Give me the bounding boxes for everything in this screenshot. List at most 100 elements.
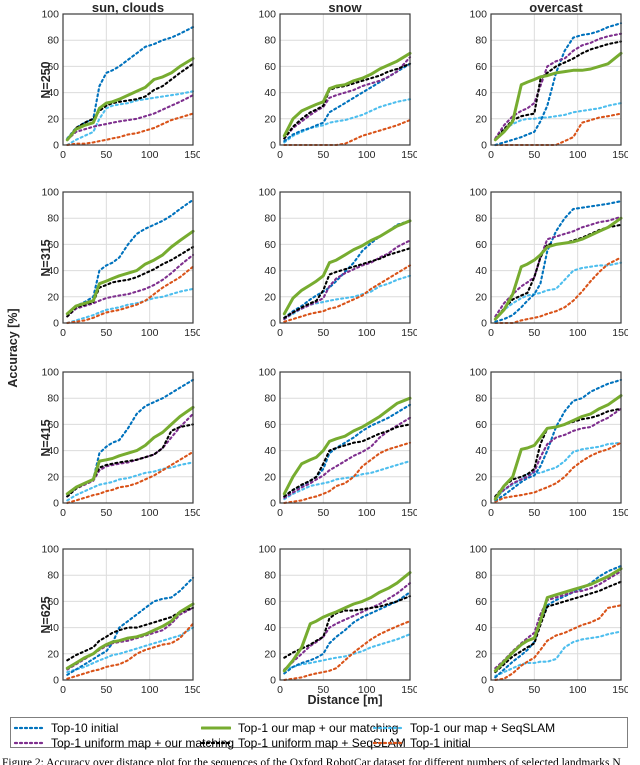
- x-tick-label: 100: [569, 507, 587, 519]
- series-line-top1_uniform_our: [283, 416, 412, 499]
- x-tick-label: 50: [317, 684, 329, 696]
- y-tick-label: 0: [270, 675, 276, 687]
- x-tick-label: 0: [488, 684, 494, 696]
- x-tick-label: 150: [401, 149, 417, 161]
- legend-label: Top-10 initial: [51, 720, 119, 735]
- subplot-N=250-sun, clouds: 0 20 40 60 80 100 0 50 100 150: [41, 9, 200, 161]
- x-tick-label: 100: [569, 149, 587, 161]
- series-line-top1_uniform_our: [283, 56, 412, 140]
- x-tick-label: 0: [277, 684, 283, 696]
- y-tick-label: 40: [475, 265, 487, 277]
- y-tick-label: 60: [47, 419, 59, 431]
- axes-box: [490, 371, 622, 504]
- axes-box: [279, 371, 411, 504]
- y-tick-label: 0: [270, 318, 276, 330]
- series-line-top10_initial: [283, 591, 412, 675]
- legend-marker-top1_our_our: [201, 726, 231, 729]
- x-tick-label: 50: [317, 507, 329, 519]
- x-tick-label: 150: [184, 507, 200, 519]
- series-line-top1_our_our: [65, 229, 195, 316]
- y-tick-label: 80: [475, 570, 487, 582]
- y-tick-label: 100: [258, 544, 276, 556]
- series-line-top1_uniform_seq: [66, 62, 195, 141]
- series-line-top1_our_our: [282, 396, 412, 496]
- series-line-top1_initial: [66, 622, 195, 680]
- legend-entry-top1_initial: Top-1 initial: [373, 735, 471, 750]
- y-tick-label: 0: [270, 498, 276, 510]
- series-line-top1_uniform_our: [283, 239, 412, 321]
- y-tick-label: 40: [475, 87, 487, 99]
- y-tick-label: 0: [53, 318, 59, 330]
- legend-entry-top10_initial: Top-10 initial: [14, 720, 119, 735]
- x-tick-label: 100: [358, 507, 376, 519]
- legend-entry-top1_our_our: Top-1 our map + our matching: [201, 720, 399, 735]
- series-line-top1_our_seq: [494, 102, 623, 141]
- series-line-top1_our_seq: [66, 626, 195, 674]
- x-tick-label: 100: [141, 684, 159, 696]
- series-line-top10_initial: [283, 219, 412, 319]
- series-line-top1_initial: [283, 264, 412, 323]
- x-axis-label: Distance [m]: [307, 693, 383, 707]
- column-title: snow: [328, 0, 362, 15]
- x-tick-label: 50: [528, 684, 540, 696]
- subplot-N=625-snow: 0 20 40 60 80 100 0 50 100 150: [258, 544, 417, 696]
- y-tick-label: 80: [47, 35, 59, 47]
- x-tick-label: 0: [60, 149, 66, 161]
- y-tick-label: 100: [258, 9, 276, 21]
- x-tick-label: 100: [141, 327, 159, 339]
- y-tick-label: 0: [270, 140, 276, 152]
- series-line-top1_our_our: [282, 219, 412, 316]
- x-tick-label: 0: [60, 327, 66, 339]
- y-tick-label: 60: [475, 596, 487, 608]
- series-line-top1_uniform_seq: [66, 606, 195, 662]
- x-tick-label: 50: [100, 684, 112, 696]
- x-tick-label: 0: [488, 507, 494, 519]
- axes-box: [62, 13, 194, 146]
- y-tick-label: 40: [264, 622, 276, 634]
- series-line-top1_uniform_our: [283, 582, 412, 671]
- y-tick-label: 20: [264, 113, 276, 125]
- axes-box: [62, 548, 194, 681]
- x-tick-label: 0: [277, 149, 283, 161]
- y-tick-label: 100: [469, 367, 487, 379]
- legend-entry-top1_uniform_seq: Top-1 uniform map + SeqSLAM: [201, 736, 406, 750]
- legend-marker-top1_initial: [373, 741, 403, 744]
- series-line-top1_our_our: [493, 51, 623, 142]
- series-line-top1_our_our: [65, 57, 195, 142]
- legend-label: Top-1 initial: [410, 735, 471, 750]
- series-line-top1_uniform_our: [494, 32, 623, 140]
- series-line-top1_our_seq: [66, 90, 195, 147]
- y-tick-label: 60: [264, 239, 276, 251]
- series-line-top1_our_our: [493, 394, 623, 501]
- x-tick-label: 100: [358, 684, 376, 696]
- legend-marker-top10_initial: [14, 726, 44, 729]
- series-line-top1_uniform_seq: [283, 595, 412, 659]
- y-tick-label: 80: [264, 393, 276, 405]
- series-line-top10_initial: [66, 378, 195, 498]
- y-tick-label: 20: [47, 471, 59, 483]
- series-line-top1_uniform_seq: [494, 223, 623, 321]
- y-tick-label: 20: [475, 648, 487, 660]
- y-tick-label: 100: [469, 544, 487, 556]
- x-tick-label: 50: [100, 327, 112, 339]
- series-line-top1_our_seq: [494, 261, 623, 321]
- y-tick-label: 100: [41, 9, 59, 21]
- legend-label: Top-1 our map + our matching: [238, 720, 399, 735]
- series-line-top1_initial: [283, 441, 412, 505]
- series-line-top1_initial: [494, 256, 623, 325]
- y-tick-label: 40: [47, 445, 59, 457]
- legend-label: Top-1 our map + SeqSLAM: [410, 720, 556, 735]
- y-tick-label: 100: [41, 367, 59, 379]
- y-tick-label: 80: [475, 35, 487, 47]
- y-tick-label: 40: [475, 445, 487, 457]
- y-tick-label: 80: [475, 213, 487, 225]
- x-tick-label: 0: [277, 507, 283, 519]
- series-line-top1_uniform_seq: [283, 423, 412, 498]
- column-title: overcast: [529, 0, 583, 15]
- y-tick-label: 100: [41, 187, 59, 199]
- y-tick-label: 80: [264, 213, 276, 225]
- y-tick-label: 20: [475, 471, 487, 483]
- axes-box: [490, 13, 622, 146]
- subplot-N=315-sun, clouds: 0 20 40 60 80 100 0 50 100 150: [41, 187, 200, 339]
- series-line-top10_initial: [494, 200, 623, 323]
